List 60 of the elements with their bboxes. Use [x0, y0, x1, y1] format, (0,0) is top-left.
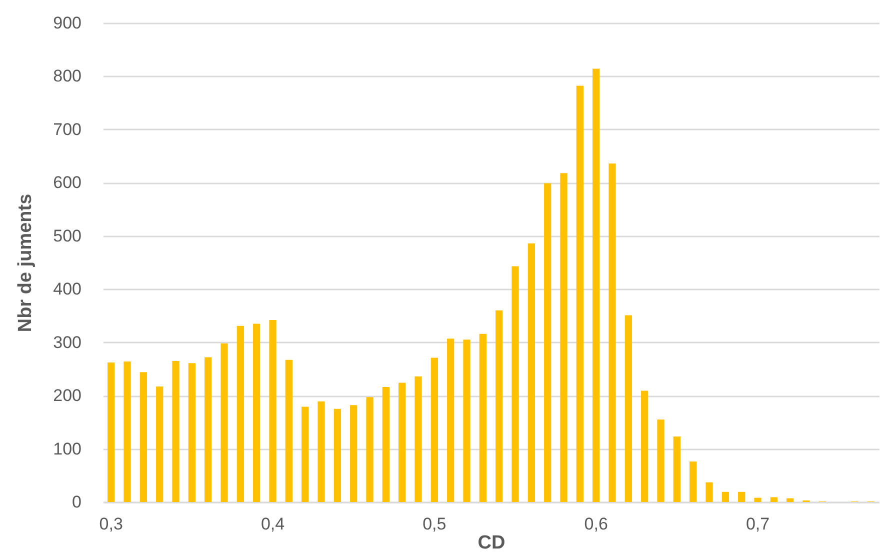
bar: [657, 420, 664, 502]
y-axis-title: Nbr de juments: [15, 194, 36, 332]
bar: [318, 401, 325, 502]
bar: [641, 390, 648, 502]
y-tick-label: 0: [72, 492, 82, 512]
x-tick-label: 0,5: [422, 514, 446, 534]
bar: [366, 397, 374, 502]
y-tick-label: 900: [53, 14, 82, 32]
bar: [236, 326, 244, 502]
bar: [334, 408, 341, 502]
bar: [382, 387, 390, 502]
y-tick-label: 600: [53, 173, 82, 192]
bar: [770, 497, 778, 502]
bar: [560, 173, 568, 502]
bar: [754, 498, 762, 502]
bar: [414, 376, 422, 502]
y-tick-label: 800: [53, 66, 82, 86]
bar: [430, 358, 438, 502]
bar: [156, 386, 164, 502]
bar: [253, 324, 260, 502]
bar: [608, 164, 616, 502]
x-tick-label: 0,3: [99, 514, 123, 534]
bar: [624, 315, 632, 502]
bar: [124, 361, 131, 502]
bar: [496, 310, 503, 502]
bar: [512, 266, 519, 502]
bar: [673, 436, 680, 502]
y-tick-label: 100: [53, 439, 82, 458]
bar: [204, 357, 212, 502]
bar: [302, 406, 309, 502]
bar: [285, 360, 292, 502]
y-tick-label: 300: [53, 332, 82, 352]
bar: [592, 68, 600, 502]
y-tick-label: 500: [53, 226, 82, 246]
bar: [463, 340, 470, 502]
bar: [220, 343, 228, 502]
bar: [188, 363, 196, 502]
bar: [706, 482, 713, 502]
x-axis-title: CD: [478, 532, 506, 554]
bar: [738, 492, 746, 502]
bar: [479, 334, 486, 502]
bar: [447, 338, 454, 502]
bar: [350, 405, 358, 502]
bar: [108, 362, 115, 502]
y-tick-label: 400: [53, 280, 82, 299]
bar: [269, 320, 276, 502]
bar: [544, 183, 552, 502]
x-tick-label: 0,6: [584, 514, 608, 534]
bar: [140, 372, 147, 502]
bar: [172, 360, 180, 502]
x-tick-label: 0,4: [260, 514, 285, 534]
y-tick-label: 200: [53, 386, 82, 406]
bar: [398, 382, 406, 502]
bar: [786, 498, 794, 502]
bar: [690, 462, 697, 502]
y-tick-label: 700: [53, 120, 82, 139]
bar: [722, 492, 729, 502]
bar: [576, 86, 584, 502]
x-tick-label: 0,7: [746, 514, 770, 534]
bar: [528, 243, 535, 502]
